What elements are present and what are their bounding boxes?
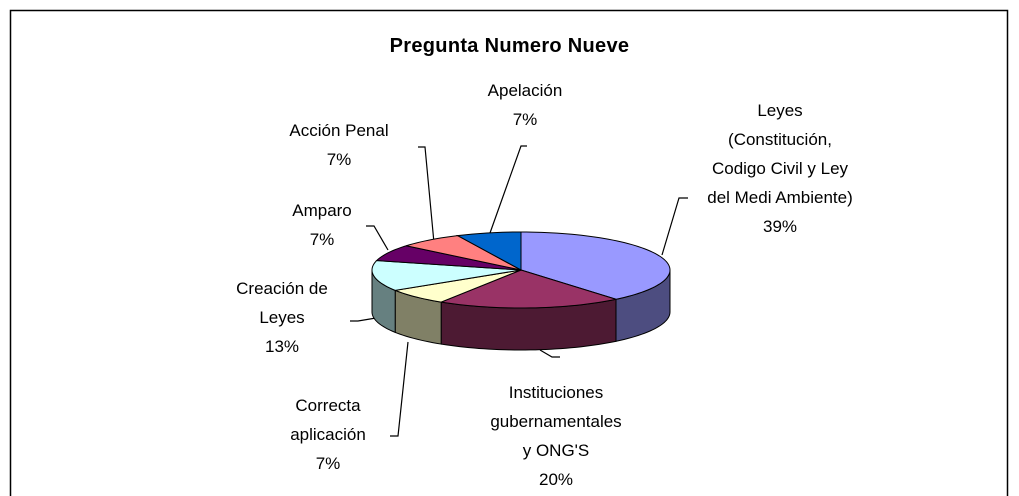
pie-slice [520,231,671,300]
category-label: Leyes (Constitución, Codigo Civil y Ley … [707,101,853,207]
value-label: 7% [512,110,538,129]
data-label: Leyes (Constitución, Codigo Civil y Ley … [705,96,855,241]
pie-tops [371,231,671,309]
category-label: Acción Penal [289,121,389,140]
value-label: 39% [762,217,798,236]
pie-slice [375,245,522,271]
data-label: Correcta aplicación 7% [278,391,378,478]
value-label: 7% [315,454,341,473]
category-label: Creación de Leyes [236,279,328,327]
data-label: Creación de Leyes 13% [227,274,337,361]
category-label: Amparo [292,201,352,220]
pie-slice [439,269,617,309]
value-label: 7% [326,150,352,169]
data-label: Amparo 7% [272,196,372,254]
category-label: Instituciones gubernamentales y ONG'S [490,383,622,460]
pie-slice [406,235,522,271]
category-label: Apelación [487,81,563,100]
leader-line [390,341,409,437]
value-label: 7% [309,230,335,249]
pie-slice [455,231,522,271]
leader-line [489,145,527,234]
data-label: Instituciones gubernamentales y ONG'S 20% [486,378,626,494]
leader-line [350,317,377,322]
chart-title: Pregunta Numero Nueve [389,35,630,57]
data-label: Acción Penal 7% [274,116,404,174]
leader-line [661,197,688,256]
leader-line [366,225,389,251]
pie-slice [393,269,522,303]
leader-lines [350,145,688,437]
leader-line [418,146,435,244]
data-label: Apelación 7% [470,76,580,134]
category-label: Correcta aplicación [290,396,366,444]
leader-line [539,349,560,358]
value-label: 20% [538,470,574,489]
value-label: 13% [264,337,300,356]
